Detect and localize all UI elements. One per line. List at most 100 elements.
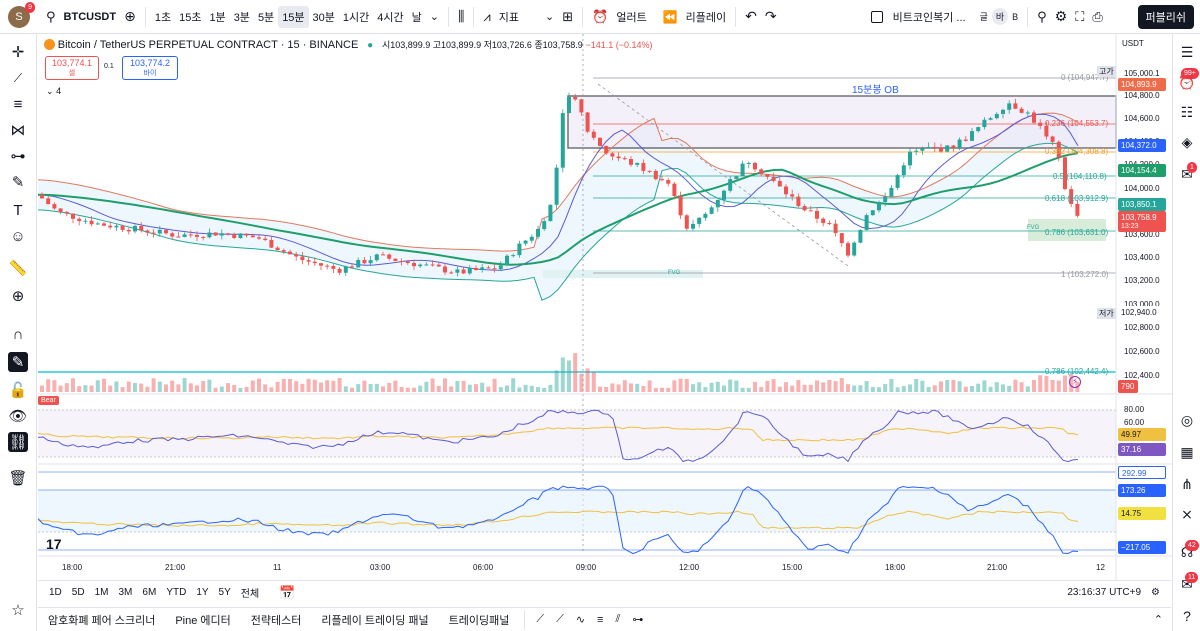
lock-icon[interactable]: 🔓 — [8, 382, 28, 399]
interval-15m[interactable]: 15분 — [278, 5, 309, 28]
volume-bar — [467, 384, 472, 392]
volume-bar — [300, 383, 305, 392]
range-3m[interactable]: 3M — [118, 587, 133, 598]
calendar-icon[interactable]: 📅 — [279, 584, 296, 600]
text-tool-icon[interactable]: T — [13, 201, 23, 219]
fullscreen-icon[interactable]: ⛶ — [1075, 8, 1085, 24]
crosshair-icon[interactable]: ✛ — [11, 44, 25, 61]
lightning-icon[interactable]: ⚡ — [1069, 376, 1081, 388]
redo-icon[interactable]: ↷ — [764, 8, 777, 24]
target-icon[interactable]: ◎ — [1180, 411, 1194, 428]
camera-icon[interactable]: ⎙ — [1092, 8, 1103, 24]
zoom-icon[interactable]: ⊕ — [11, 288, 25, 305]
clock[interactable]: 23:16:37 UTC+9 — [1067, 587, 1142, 598]
link-icon[interactable]: ⛓ — [8, 432, 28, 452]
range-1d[interactable]: 1D — [49, 587, 62, 598]
pitchfork-icon[interactable]: ⋔ — [1181, 475, 1193, 492]
range-all[interactable]: 전체 — [240, 589, 260, 600]
drawing-channel-icon[interactable]: ⫽ — [615, 613, 621, 625]
tab-strategy-tester[interactable]: 전략테스터 — [250, 614, 302, 627]
drawing-ray-icon[interactable]: ≡ — [597, 613, 604, 626]
range-1y[interactable]: 1Y — [196, 587, 209, 598]
symbol-search[interactable]: BTCUSDT — [63, 10, 117, 23]
range-5d[interactable]: 5D — [71, 587, 85, 598]
replay-button[interactable]: 리플레이 — [685, 11, 727, 24]
indicators-icon[interactable]: ⩘ — [483, 8, 491, 24]
indicators-button[interactable]: 지표 — [498, 11, 520, 24]
eye-icon[interactable]: 👁 — [8, 408, 28, 425]
alert-button[interactable]: 얼러트 — [616, 11, 647, 24]
trend-line-icon[interactable]: ⟋ — [13, 70, 23, 85]
pattern-tool-icon[interactable]: ⋈ — [10, 122, 26, 139]
tab-pine-editor[interactable]: Pine 에디터 — [175, 614, 231, 627]
favorites-star-icon[interactable]: ☆ — [11, 602, 25, 619]
calendar-events-icon[interactable]: ▦ — [1180, 443, 1194, 460]
chart-canvas[interactable]: 17 — [38, 34, 1172, 580]
help-icon[interactable]: ? — [1183, 608, 1191, 624]
emoji-icon[interactable]: ☺ — [10, 227, 26, 245]
interval-1m[interactable]: 1분 — [209, 11, 226, 24]
object-tree-icon[interactable]: ☷ — [1180, 103, 1194, 120]
trash-icon[interactable]: 🗑 — [8, 470, 28, 487]
projection-tool-icon[interactable]: ⊶ — [10, 148, 26, 165]
interval-15s[interactable]: 15초 — [179, 11, 202, 24]
currency-label[interactable]: USDT — [1122, 39, 1144, 48]
indicators-collapse[interactable]: ⌄ 4 — [46, 86, 61, 97]
tab-replay-panel[interactable]: 리플레이 트레이딩 패널 — [321, 614, 429, 627]
drawing-path-icon[interactable]: ⟋ — [556, 613, 564, 625]
layout-grid-icon[interactable]: ⊞ — [562, 8, 574, 24]
session-opt-1[interactable]: 글 — [979, 12, 988, 22]
indicator-templates-icon[interactable]: ⌄ — [545, 11, 555, 23]
timezone-settings-icon[interactable]: ⚙ — [1151, 587, 1160, 598]
undo-icon[interactable]: ↶ — [745, 8, 757, 24]
prediction-icon[interactable]: ⨯ — [1181, 505, 1193, 522]
search-icon[interactable]: ⚲ — [46, 8, 56, 24]
tab-trading-panel[interactable]: 트레이딩패널 — [448, 614, 510, 627]
drawing-polyline-icon[interactable]: ∿ — [575, 614, 586, 626]
interval-4h[interactable]: 4시간 — [377, 11, 404, 24]
volume-bar — [374, 383, 379, 392]
publish-button[interactable]: 퍼블리쉬 — [1137, 4, 1194, 29]
range-1m[interactable]: 1M — [94, 587, 109, 598]
fib-label-0786: 0.786 (103,631.0) — [1045, 228, 1109, 237]
interval-1h[interactable]: 1시간 — [342, 11, 370, 24]
interval-3m[interactable]: 3분 — [233, 11, 250, 24]
candle-body — [970, 131, 974, 141]
interval-dropdown-icon[interactable]: ⌄ — [429, 11, 439, 23]
fib-tool-icon[interactable]: ≡ — [13, 95, 23, 113]
avatar[interactable]: S 9 — [8, 1, 35, 28]
chat-icon[interactable]: ✉ — [1181, 165, 1193, 182]
session-opt-3[interactable]: B — [1012, 11, 1019, 22]
layout-icon[interactable] — [870, 10, 883, 23]
interval-day[interactable]: 날 — [411, 11, 422, 24]
range-ytd[interactable]: YTD — [166, 587, 187, 598]
add-symbol-icon[interactable]: ⊕ — [124, 8, 136, 24]
drawing-line-icon[interactable]: ⟋ — [536, 613, 545, 625]
sell-label: 셀 — [68, 70, 76, 77]
layout-name[interactable]: 비트코인복기 ... — [892, 11, 966, 24]
collapse-panel-icon[interactable]: ⌃ — [1153, 614, 1163, 626]
interval-1s[interactable]: 1초 — [154, 11, 172, 24]
sell-button[interactable]: 103,774.1 셀 — [45, 56, 99, 80]
session-opt-2[interactable]: 바 — [991, 8, 1009, 25]
settings-icon[interactable]: ⚙ — [1054, 8, 1068, 24]
tab-crypto-screener[interactable]: 암호화폐 페어 스크리너 — [48, 614, 156, 627]
replay-icon[interactable]: ⏪ — [662, 9, 678, 24]
layers-icon[interactable]: ◈ — [1181, 133, 1193, 150]
candle-type-icon[interactable]: ⫼ — [457, 8, 465, 24]
interval-5m[interactable]: 5분 — [257, 11, 275, 24]
buy-button[interactable]: 103,774.2 바이 — [122, 56, 178, 80]
ruler-icon[interactable]: 📏 — [8, 260, 28, 277]
notifications-icon[interactable]: ✉ — [1181, 575, 1193, 592]
range-5y[interactable]: 5Y — [218, 587, 231, 598]
interval-30m[interactable]: 30분 — [312, 11, 335, 24]
range-6m[interactable]: 6M — [142, 587, 157, 598]
magnet-icon[interactable]: ∩ — [12, 325, 24, 343]
candle-body — [492, 268, 497, 270]
alert-icon[interactable]: ⏰ — [592, 8, 609, 24]
watchlist-icon[interactable]: ☰ — [1180, 43, 1194, 60]
quick-search-icon[interactable]: ⚲ — [1037, 8, 1047, 24]
drawing-fib-icon[interactable]: ⊶ — [632, 614, 644, 626]
stay-drawing-icon[interactable]: ✎ — [8, 352, 28, 372]
brush-icon[interactable]: ✎ — [11, 174, 25, 191]
